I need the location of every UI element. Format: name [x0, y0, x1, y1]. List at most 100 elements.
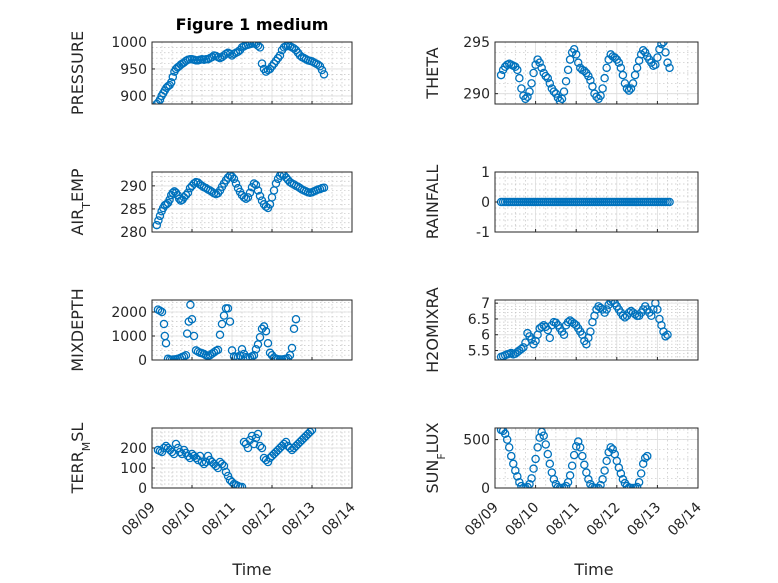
data-point	[580, 460, 589, 470]
data-point	[191, 453, 201, 463]
data-points	[496, 42, 674, 104]
data-point	[255, 441, 265, 451]
data-point	[592, 92, 601, 102]
data-point	[628, 79, 638, 88]
subplot-air-temp: 280 285 290 AIRTEMP	[68, 168, 353, 241]
data-point	[511, 466, 520, 475]
axes-box	[494, 299, 699, 361]
subplot-mixdepth: 0 1000 2000 MIXDEPTH	[68, 288, 353, 372]
data-point	[167, 447, 177, 457]
subplot-rainfall: -1 0 1 RAINFALL	[423, 165, 699, 241]
y-tick-label: 290	[120, 179, 147, 195]
data-point	[529, 68, 538, 78]
data-point	[525, 87, 534, 96]
data-point	[545, 333, 555, 343]
y-axis-label: PRESSURE	[68, 31, 87, 115]
data-point	[203, 451, 213, 461]
data-point	[261, 326, 271, 336]
data-point	[584, 71, 593, 81]
data-point	[602, 63, 611, 73]
data-point	[273, 355, 283, 360]
y-tick-label: 295	[463, 35, 490, 51]
data-point	[207, 52, 217, 62]
data-point	[563, 317, 573, 327]
data-point	[588, 482, 597, 488]
data-point	[584, 475, 593, 484]
data-point	[166, 78, 176, 87]
figure-title: Figure 1 medium	[176, 15, 329, 34]
y-axis-label: TERRMSL	[68, 423, 93, 495]
data-point	[541, 440, 551, 449]
data-point	[215, 330, 225, 340]
data-point	[506, 451, 516, 461]
data-point	[259, 322, 269, 331]
data-point	[549, 475, 559, 484]
y-tick-label: 6	[481, 328, 490, 344]
y-tick-label: 900	[120, 89, 147, 105]
data-point	[553, 482, 563, 488]
data-point	[257, 443, 267, 453]
data-point	[251, 180, 261, 190]
data-point	[263, 338, 273, 348]
data-point	[168, 188, 178, 198]
data-point	[168, 72, 178, 82]
data-point	[225, 317, 235, 326]
data-point	[225, 49, 235, 59]
data-point	[165, 195, 174, 204]
data-point	[545, 79, 555, 88]
data-point	[152, 220, 162, 230]
data-point	[255, 332, 265, 342]
data-point	[197, 457, 207, 467]
data-point	[551, 89, 561, 98]
data-point	[231, 179, 241, 188]
data-point	[638, 46, 648, 55]
data-point	[199, 459, 209, 469]
data-point	[496, 70, 506, 80]
y-tick-label: 0	[138, 353, 147, 369]
data-point	[586, 327, 595, 336]
axes-box	[151, 41, 353, 105]
data-point	[249, 179, 259, 188]
y-axis-label: THETA	[423, 47, 442, 99]
data-point	[616, 469, 626, 478]
data-point	[614, 58, 624, 67]
data-point	[638, 459, 648, 469]
data-point	[243, 443, 253, 453]
data-point	[319, 183, 329, 192]
data-point	[257, 59, 267, 68]
data-point	[313, 60, 323, 69]
data-point	[663, 330, 672, 339]
data-point	[640, 453, 650, 463]
data-point	[622, 84, 632, 93]
data-point	[661, 332, 670, 341]
data-point	[527, 335, 536, 344]
data-point	[223, 471, 233, 481]
data-points	[153, 300, 301, 360]
y-axis-label: H2OMIXRA	[423, 287, 442, 373]
y-tick-label: 0	[481, 195, 490, 211]
data-point	[275, 51, 285, 60]
data-points	[153, 428, 317, 488]
data-point	[606, 443, 615, 452]
data-point	[183, 188, 193, 198]
data-point	[241, 194, 251, 204]
data-point	[519, 343, 528, 352]
data-point	[231, 352, 241, 360]
data-point	[661, 48, 670, 57]
data-point	[598, 475, 607, 484]
data-point	[653, 305, 662, 314]
data-point	[665, 197, 674, 207]
data-point	[608, 300, 617, 305]
data-point	[155, 211, 165, 221]
data-point	[155, 95, 165, 104]
data-point	[663, 58, 672, 67]
data-point	[154, 216, 163, 225]
data-point	[237, 482, 247, 488]
data-point	[229, 174, 239, 184]
y-tick-label: 100	[120, 461, 147, 477]
x-axis-label-left: Time	[231, 560, 271, 579]
data-point	[561, 77, 571, 86]
data-point	[517, 344, 526, 354]
y-tick-label: 285	[120, 202, 147, 218]
